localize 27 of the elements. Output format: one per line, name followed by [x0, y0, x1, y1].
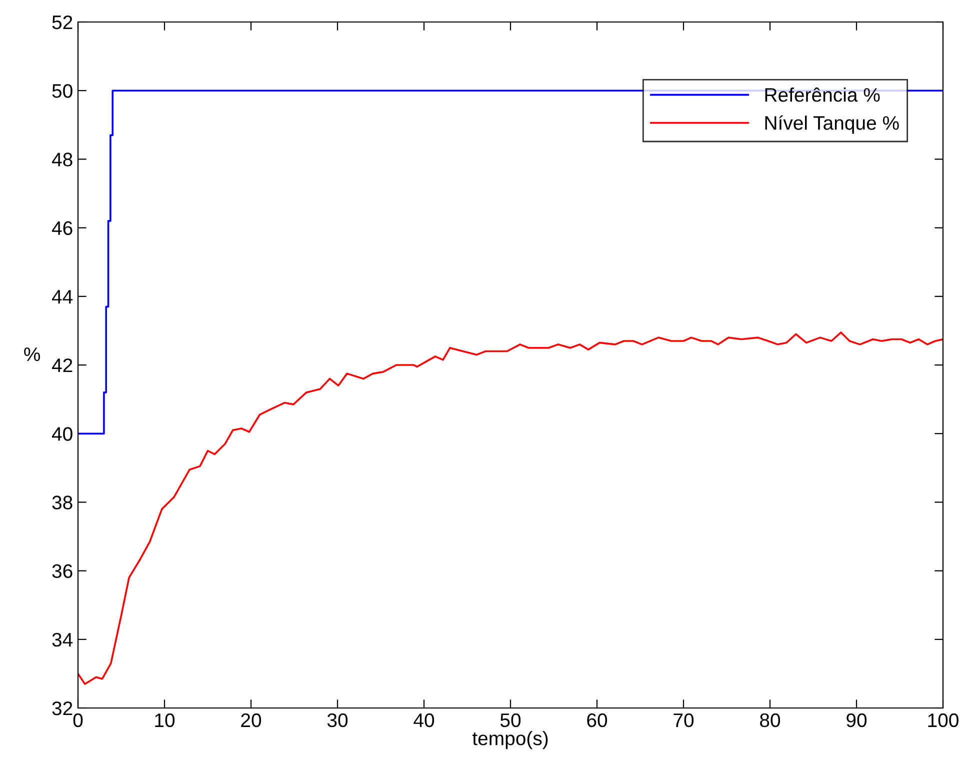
x-tick-label: 10 — [155, 713, 175, 728]
x-tick-label: 20 — [241, 713, 262, 728]
y-tick-label: 36 — [52, 564, 72, 578]
x-axis-title: tempo(s) — [472, 730, 548, 750]
x-tick-label: 60 — [587, 713, 608, 728]
y-tick-label: 44 — [52, 290, 73, 304]
y-tick-label: 50 — [52, 84, 72, 98]
legend-label: Referência % — [765, 87, 880, 102]
x-tick-label: 40 — [414, 713, 434, 728]
x-tick-label: 90 — [846, 713, 867, 728]
line-series — [78, 332, 943, 685]
y-tick-label: 48 — [52, 152, 72, 166]
y-tick-label: 52 — [52, 15, 72, 30]
x-tick-label: 100 — [928, 713, 958, 728]
y-tick-label: 46 — [52, 221, 72, 236]
legend-label: Nível Tanque % — [765, 115, 899, 134]
x-tick-label: 30 — [327, 713, 348, 728]
x-tick-label: 80 — [760, 713, 780, 728]
y-axis-title: % — [24, 347, 40, 362]
x-tick-label: 50 — [500, 713, 521, 728]
y-tick-label: 32 — [52, 701, 72, 716]
y-tick-label: 38 — [52, 496, 72, 510]
x-tick-label: 70 — [674, 713, 694, 728]
x-tick-label: 0 — [73, 713, 83, 728]
y-tick-label: 42 — [52, 358, 72, 372]
y-tick-label: 34 — [52, 632, 73, 647]
y-tick-label: 40 — [52, 427, 72, 441]
